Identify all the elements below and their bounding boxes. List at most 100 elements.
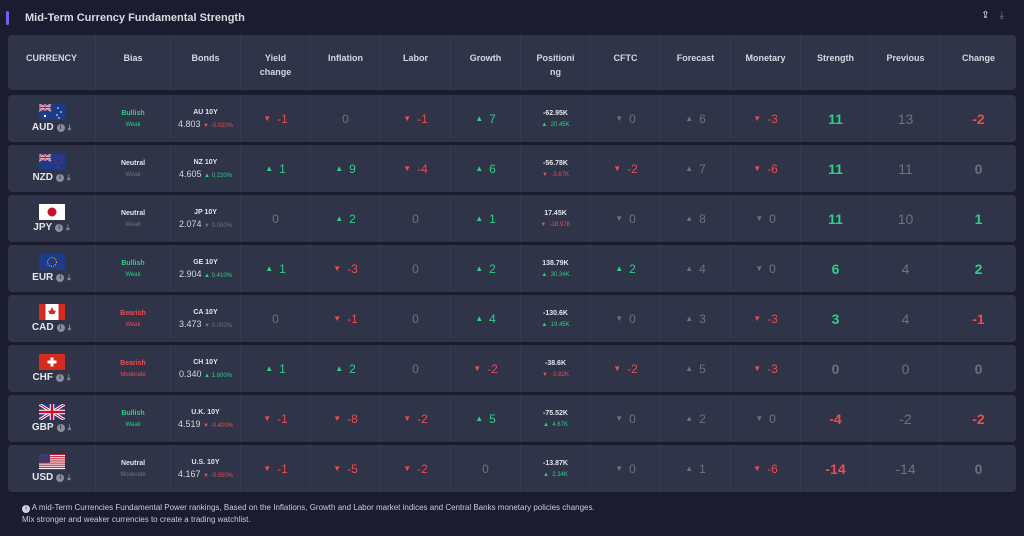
arrow-down-icon: ▼ (753, 314, 762, 323)
table-row: AUD i ⤓ Bullish Weak AU 10Y 4.803 ▼ -0.020% ▼ -1… (8, 95, 1016, 142)
forecast-cell: ▲ 5 (661, 345, 731, 392)
positioning-change: 4.67K (552, 421, 568, 428)
bias-strength: Weak (125, 121, 141, 128)
column-header[interactable]: Previous (871, 35, 941, 90)
flag-ch-icon (38, 354, 65, 370)
labor-value: -1 (417, 111, 428, 126)
monetary-value: -3 (767, 111, 778, 126)
bonds-cell: AU 10Y 4.803 ▼ -0.020% (171, 95, 241, 142)
monetary-value: -3 (767, 311, 778, 326)
info-icon[interactable]: i (56, 323, 65, 332)
change-value: -2 (972, 110, 985, 127)
forecast-value: 7 (699, 161, 706, 176)
column-header[interactable]: Bias (96, 35, 171, 90)
page-title: Mid-Term Currency Fundamental Strength (25, 12, 245, 24)
positioning-value: 17.45K (544, 209, 567, 217)
column-header[interactable]: Strength (801, 35, 871, 90)
strength-cell: 11 (801, 195, 871, 242)
change-cell: -2 (941, 95, 1016, 142)
forecast-cell: ▲ 7 (661, 145, 731, 192)
previous-value: 0 (901, 360, 910, 377)
download-icon[interactable]: ⤓ (67, 472, 71, 482)
cftc-value: 0 (629, 111, 636, 126)
download-icon[interactable]: ⤓ (66, 222, 70, 232)
currency-cell: JPY i ⤓ (8, 195, 96, 242)
bonds-cell: NZ 10Y 4.605 ▲ 0.220% (171, 145, 241, 192)
inflation-value: -1 (347, 311, 358, 326)
cftc-cell: ▼ -2 (591, 345, 661, 392)
arrow-down-icon: ▼ (203, 422, 209, 429)
column-header[interactable]: Bonds (171, 35, 241, 90)
download-icon[interactable]: ⤓ (999, 10, 1004, 21)
download-icon[interactable]: ⤓ (67, 122, 72, 132)
download-icon[interactable]: ⤓ (67, 422, 72, 432)
upload-icon[interactable]: ⇪ (981, 10, 990, 21)
download-icon[interactable]: ⤓ (67, 172, 71, 182)
bias-strength: Weak (125, 221, 141, 228)
info-icon[interactable]: i (56, 373, 64, 382)
arrow-up-icon: ▲ (475, 114, 484, 123)
positioning-value: -130.6K (543, 309, 568, 317)
arrow-down-icon: ▼ (473, 364, 482, 373)
column-header[interactable]: Yield change (241, 35, 311, 90)
cftc-value: 0 (629, 461, 636, 476)
cftc-value: 0 (629, 411, 636, 426)
growth-value: 2 (489, 261, 496, 276)
labor-value: 0 (412, 311, 419, 326)
bond-name: U.S. 10Y (191, 458, 220, 466)
inflation-value: 2 (349, 361, 356, 376)
column-header[interactable]: Inflation (311, 35, 381, 90)
column-header[interactable]: Change (961, 53, 995, 63)
download-icon[interactable]: ⤓ (67, 272, 71, 282)
positioning-cell: -75.52K ▲ 4.67K (521, 395, 591, 442)
info-icon[interactable]: i (56, 273, 65, 282)
download-icon[interactable]: ⤓ (67, 372, 71, 382)
column-header[interactable]: Growth (451, 35, 521, 90)
arrow-up-icon: ▲ (265, 264, 274, 273)
labor-cell: 0 (381, 295, 451, 342)
previous-value: 4 (901, 310, 910, 327)
change-value: 2 (974, 260, 983, 277)
positioning-change: -3.67K (551, 171, 569, 178)
previous-cell: -14 (871, 445, 941, 492)
previous-value: 10 (897, 210, 914, 227)
bias-cell: Bullish Weak (96, 245, 171, 292)
bond-name: U.K. 10Y (191, 408, 220, 416)
column-header[interactable]: Monetary (731, 35, 801, 90)
info-icon[interactable]: i (56, 423, 65, 432)
flag-us-icon (38, 454, 65, 470)
strength-value: 11 (828, 160, 843, 177)
bond-change: 0.000% (211, 222, 233, 229)
flag-ca-icon (38, 304, 65, 320)
labor-cell: ▼ -4 (381, 145, 451, 192)
info-icon[interactable]: i (56, 473, 65, 482)
column-header[interactable]: Positioning (521, 35, 591, 90)
arrow-up-icon: ▲ (335, 214, 344, 223)
column-header[interactable]: CURRENCY (8, 35, 96, 90)
info-icon[interactable]: i (55, 223, 64, 232)
arrow-down-icon: ▼ (403, 414, 412, 423)
column-header[interactable]: Labor (381, 35, 451, 90)
positioning-value: -56.78K (543, 159, 568, 167)
bond-change: 0.000% (211, 322, 233, 329)
strength-value: -4 (829, 410, 842, 427)
monetary-cell: ▼ -6 (731, 445, 801, 492)
column-header[interactable]: Forecast (661, 35, 731, 90)
bias-cell: Bullish Weak (96, 95, 171, 142)
monetary-value: -6 (767, 461, 778, 476)
info-icon[interactable]: i (56, 173, 64, 182)
labor-cell: ▼ -2 (381, 445, 451, 492)
arrow-up-icon: ▲ (475, 214, 484, 223)
column-header[interactable]: CFTC (591, 35, 661, 90)
bias-cell: Bullish Weak (96, 395, 171, 442)
positioning-change: -18.97K (549, 221, 571, 228)
yield-change-value: 0 (272, 311, 279, 326)
arrow-up-icon: ▲ (265, 164, 274, 173)
download-icon[interactable]: ⤓ (67, 322, 72, 332)
positioning-cell: -13.87K ▲ 2.34K (521, 445, 591, 492)
monetary-cell: ▼ -6 (731, 145, 801, 192)
monetary-value: 0 (769, 411, 776, 426)
bond-yield: 4.803 (177, 118, 201, 129)
positioning-cell: -56.78K ▼ -3.67K (521, 145, 591, 192)
info-icon[interactable]: i (56, 123, 65, 132)
